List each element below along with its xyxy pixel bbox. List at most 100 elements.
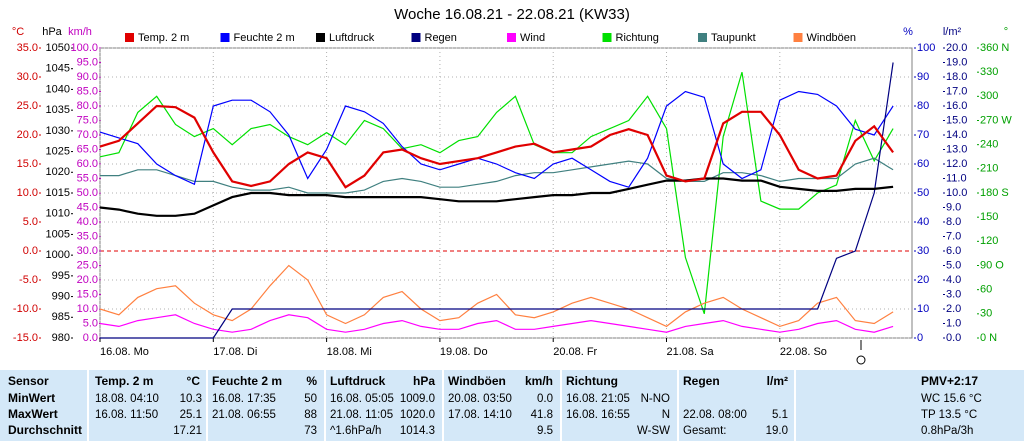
axis-unit: l/m² — [943, 26, 962, 38]
table-cell: 1014.3 — [400, 425, 435, 437]
y-tick-label: 65.0 — [77, 143, 98, 155]
y-tick-label: 0.0 — [23, 245, 38, 257]
y-tick-label: 210 — [980, 163, 998, 175]
legend-label: Wind — [520, 32, 545, 44]
y-tick-label: -15.0 — [13, 332, 38, 344]
y-tick-label: 0 — [917, 332, 923, 344]
y-tick-label: 0 N — [980, 332, 997, 344]
table-cell: Gesamt: — [683, 425, 726, 437]
y-tick-label: 360 N — [980, 42, 1009, 54]
y-tick-label: 90.0 — [77, 71, 98, 83]
table-header: hPa — [413, 374, 435, 388]
y-tick-label: 5.0 — [946, 259, 961, 271]
y-tick-label: 80.0 — [77, 100, 98, 112]
y-tick-label: 20 — [917, 274, 929, 286]
table-cell: 25.1 — [180, 409, 202, 421]
table-cell: 1020.0 — [400, 409, 435, 421]
table-cell: 20.08. 03:50 — [448, 393, 512, 405]
table-cell: ^1.6hPa/h — [330, 425, 381, 437]
y-tick-label: 4.0 — [946, 274, 961, 286]
table-cell: 21.08. 06:55 — [212, 409, 276, 421]
table-cell: N-NO — [641, 393, 670, 405]
y-tick-label: 90 — [917, 71, 929, 83]
table-cell: 0.8hPa/3h — [921, 425, 973, 437]
legend-label: Regen — [425, 32, 457, 44]
table-header: Richtung — [566, 374, 618, 388]
table-cell: 1009.0 — [400, 393, 435, 405]
y-tick-label: 20.0 — [946, 42, 967, 54]
y-tick-label: 35.0 — [77, 230, 98, 242]
legend-swatch — [507, 33, 516, 42]
legend-label: Feuchte 2 m — [234, 32, 295, 44]
legend-swatch — [125, 33, 134, 42]
x-tick-label: 19.08. Do — [440, 346, 488, 358]
y-tick-label: 0.0 — [83, 332, 98, 344]
y-tick-label: 10.0 — [946, 187, 967, 199]
table-cell: 19.0 — [766, 425, 788, 437]
axis-unit: hPa — [42, 26, 62, 38]
y-tick-label: 13.0 — [946, 143, 967, 155]
y-tick-label: 70 — [917, 129, 929, 141]
table-header: Feuchte 2 m — [212, 374, 282, 388]
table-cell: WC 15.6 °C — [921, 393, 982, 405]
y-tick-label: 9.0 — [946, 201, 961, 213]
y-tick-label: 330 — [980, 66, 998, 78]
table-cell: 16.08. 05:05 — [330, 393, 394, 405]
x-tick-label: 21.08. Sa — [667, 346, 715, 358]
row-label: MaxWert — [8, 407, 58, 421]
table-cell: 73 — [304, 425, 317, 437]
table-cell: W-SW — [637, 425, 670, 437]
table-cell: 17.08. 14:10 — [448, 409, 512, 421]
y-tick-label: 35.0 — [17, 42, 38, 54]
y-tick-label: 3.0 — [946, 288, 961, 300]
y-tick-label: 14.0 — [946, 129, 967, 141]
table-cell: 21.08. 11:05 — [330, 409, 393, 421]
legend-label: Temp. 2 m — [138, 32, 189, 44]
y-tick-label: 20.0 — [77, 274, 98, 286]
legend-label: Taupunkt — [711, 32, 756, 44]
legend-swatch — [411, 33, 421, 42]
moon-icon — [856, 355, 866, 365]
table-cell: 0.0 — [537, 393, 553, 405]
table-header: Luftdruck — [330, 374, 386, 388]
y-tick-label: 15.0 — [946, 114, 967, 126]
table-background — [0, 368, 1024, 441]
table-cell: 9.5 — [537, 425, 553, 437]
y-tick-label: 985 — [52, 311, 70, 323]
y-tick-label: 12.0 — [946, 158, 967, 170]
legend-swatch — [220, 33, 230, 42]
chart-title: Woche 16.08.21 - 22.08.21 (KW33) — [394, 6, 630, 23]
legend-swatch — [698, 33, 707, 42]
table-header: Sensor — [8, 374, 49, 388]
y-tick-label: 40.0 — [77, 216, 98, 228]
y-tick-label: 1020 — [46, 166, 70, 178]
table-cell: 16.08. 11:50 — [95, 409, 158, 421]
series-line — [99, 314, 894, 333]
table-cell: N — [662, 409, 670, 421]
y-tick-label: 45.0 — [77, 201, 98, 213]
legend-swatch — [602, 33, 612, 42]
row-label: Durchschnitt — [8, 423, 82, 437]
y-tick-label: 50.0 — [77, 187, 98, 199]
y-tick-label: 60 — [917, 158, 929, 170]
x-tick-label: 16.08. Mo — [100, 346, 149, 358]
axis-unit: % — [903, 26, 913, 38]
y-tick-label: 1050 — [46, 42, 70, 54]
y-tick-label: 5.0 — [23, 216, 38, 228]
table-header: Windböen — [448, 374, 506, 388]
table-header: Temp. 2 m — [95, 374, 153, 388]
y-tick-label: 80 — [917, 100, 929, 112]
y-tick-label: 1015 — [46, 187, 70, 199]
table-cell: 18.08. 04:10 — [95, 393, 159, 405]
table-cell: 5.1 — [772, 409, 788, 421]
x-tick-label: 17.08. Di — [213, 346, 257, 358]
legend-label: Windböen — [807, 32, 857, 44]
y-tick-label: 1005 — [46, 228, 70, 240]
row-label: MinWert — [8, 391, 55, 405]
x-tick-label: 22.08. So — [780, 346, 827, 358]
legend-label: Richtung — [616, 32, 659, 44]
y-tick-label: 18.0 — [946, 71, 967, 83]
y-tick-label: -5.0 — [19, 274, 38, 286]
